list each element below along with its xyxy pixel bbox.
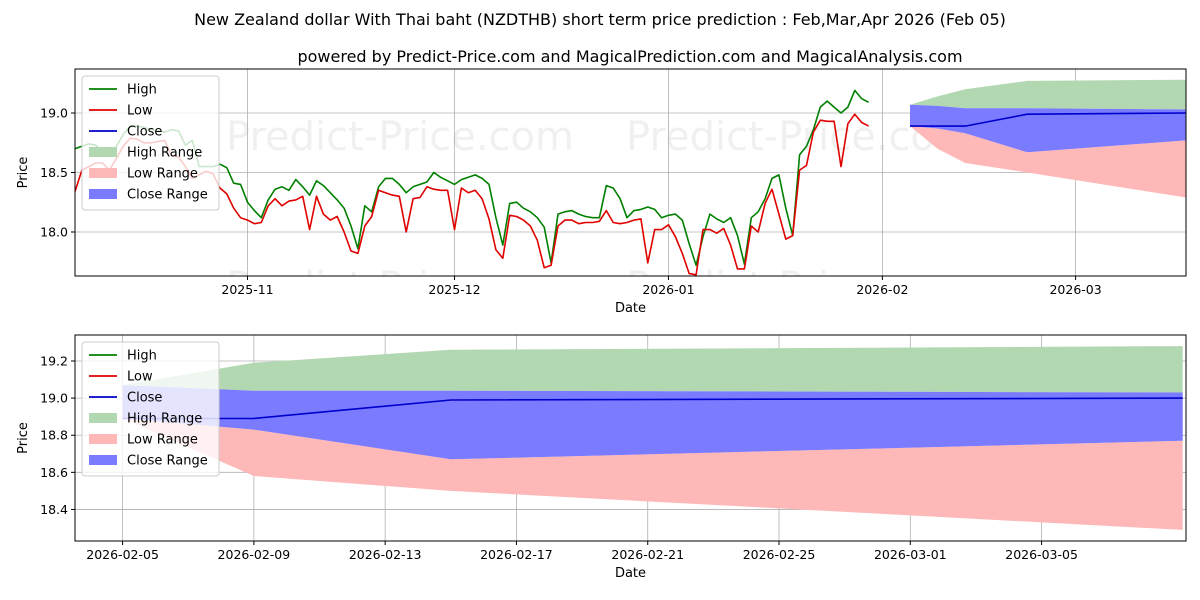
legend-label: Close Range [127,454,208,469]
legend-label: High Range [127,412,202,427]
legend-patch-key [89,413,117,423]
top-panel: Predict-Price.com Predict-Price.com Predic… [16,68,1187,316]
y-tick-label: 18.8 [40,428,68,443]
high-range-band [910,79,1186,110]
legend-patch-key [89,147,117,157]
close-range-band [910,104,1186,153]
legend-label: High [127,349,157,364]
legend-label: Low [127,370,153,385]
x-tick-label: 2026-02-17 [480,547,553,562]
legend-label: Low [127,104,153,119]
chart-subtitle: powered by Predict-Price.com and Magical… [297,47,962,66]
x-axis-label: Date [615,301,646,316]
legend: High Low Close High Range Low Range Close Ran… [81,341,220,477]
x-tick-label: 2026-02-05 [86,547,159,562]
legend-label: Low Range [127,433,198,448]
close-range-band [122,385,1183,460]
watermark-text: Predict-Price.com [626,264,974,310]
legend-patch-key [89,455,117,465]
legend: High Low Close High Range Low Range Close Ran… [81,75,220,211]
y-tick-label: 19.2 [40,353,68,368]
x-tick-label: 2026-03 [1049,282,1101,297]
watermark-text: Predict-Price.com [226,114,574,160]
y-tick-label: 18.5 [40,165,68,180]
legend-patch-key [89,434,117,444]
legend-label: Close [127,125,162,140]
x-tick-label: 2026-02-09 [218,547,291,562]
x-tick-label: 2026-02-13 [349,547,422,562]
x-tick-label: 2025-12 [428,282,480,297]
y-tick-label: 18.4 [40,502,68,517]
legend-label: High Range [127,146,202,161]
x-tick-label: 2026-02-25 [743,547,816,562]
x-tick-label: 2026-03-01 [874,547,947,562]
chart-title: New Zealand dollar With Thai baht (NZDTH… [194,10,1006,29]
y-tick-label: 19.0 [40,391,68,406]
legend-patch-key [89,189,117,199]
watermark-text: Predict-Price.com [226,264,574,310]
low-range-band [122,418,1183,530]
y-tick-label: 18.6 [40,465,68,480]
legend-label: Close Range [127,188,208,203]
legend-label: Close [127,391,162,406]
y-axis-label: Price [16,422,31,454]
low-range-band [910,126,1186,198]
x-tick-label: 2026-02-21 [611,547,684,562]
legend-label: High [127,83,157,98]
x-tick-label: 2026-01 [642,282,694,297]
legend-label: Low Range [127,167,198,182]
close-series-line [910,112,1186,127]
x-axis-label: Date [615,566,646,581]
y-tick-label: 18.0 [40,224,68,239]
legend-patch-key [89,168,117,178]
plot-frame [74,334,1187,542]
x-tick-label: 2026-03-05 [1005,547,1078,562]
plot-area: Predict-Price.com Predict-Price.com Predic… [75,69,1186,310]
y-axis-label: Price [16,157,31,189]
x-tick-label: 2025-11 [221,282,273,297]
x-tick-label: 2026-02 [856,282,908,297]
high-range-band [122,346,1183,393]
y-tick-label: 19.0 [40,106,68,121]
